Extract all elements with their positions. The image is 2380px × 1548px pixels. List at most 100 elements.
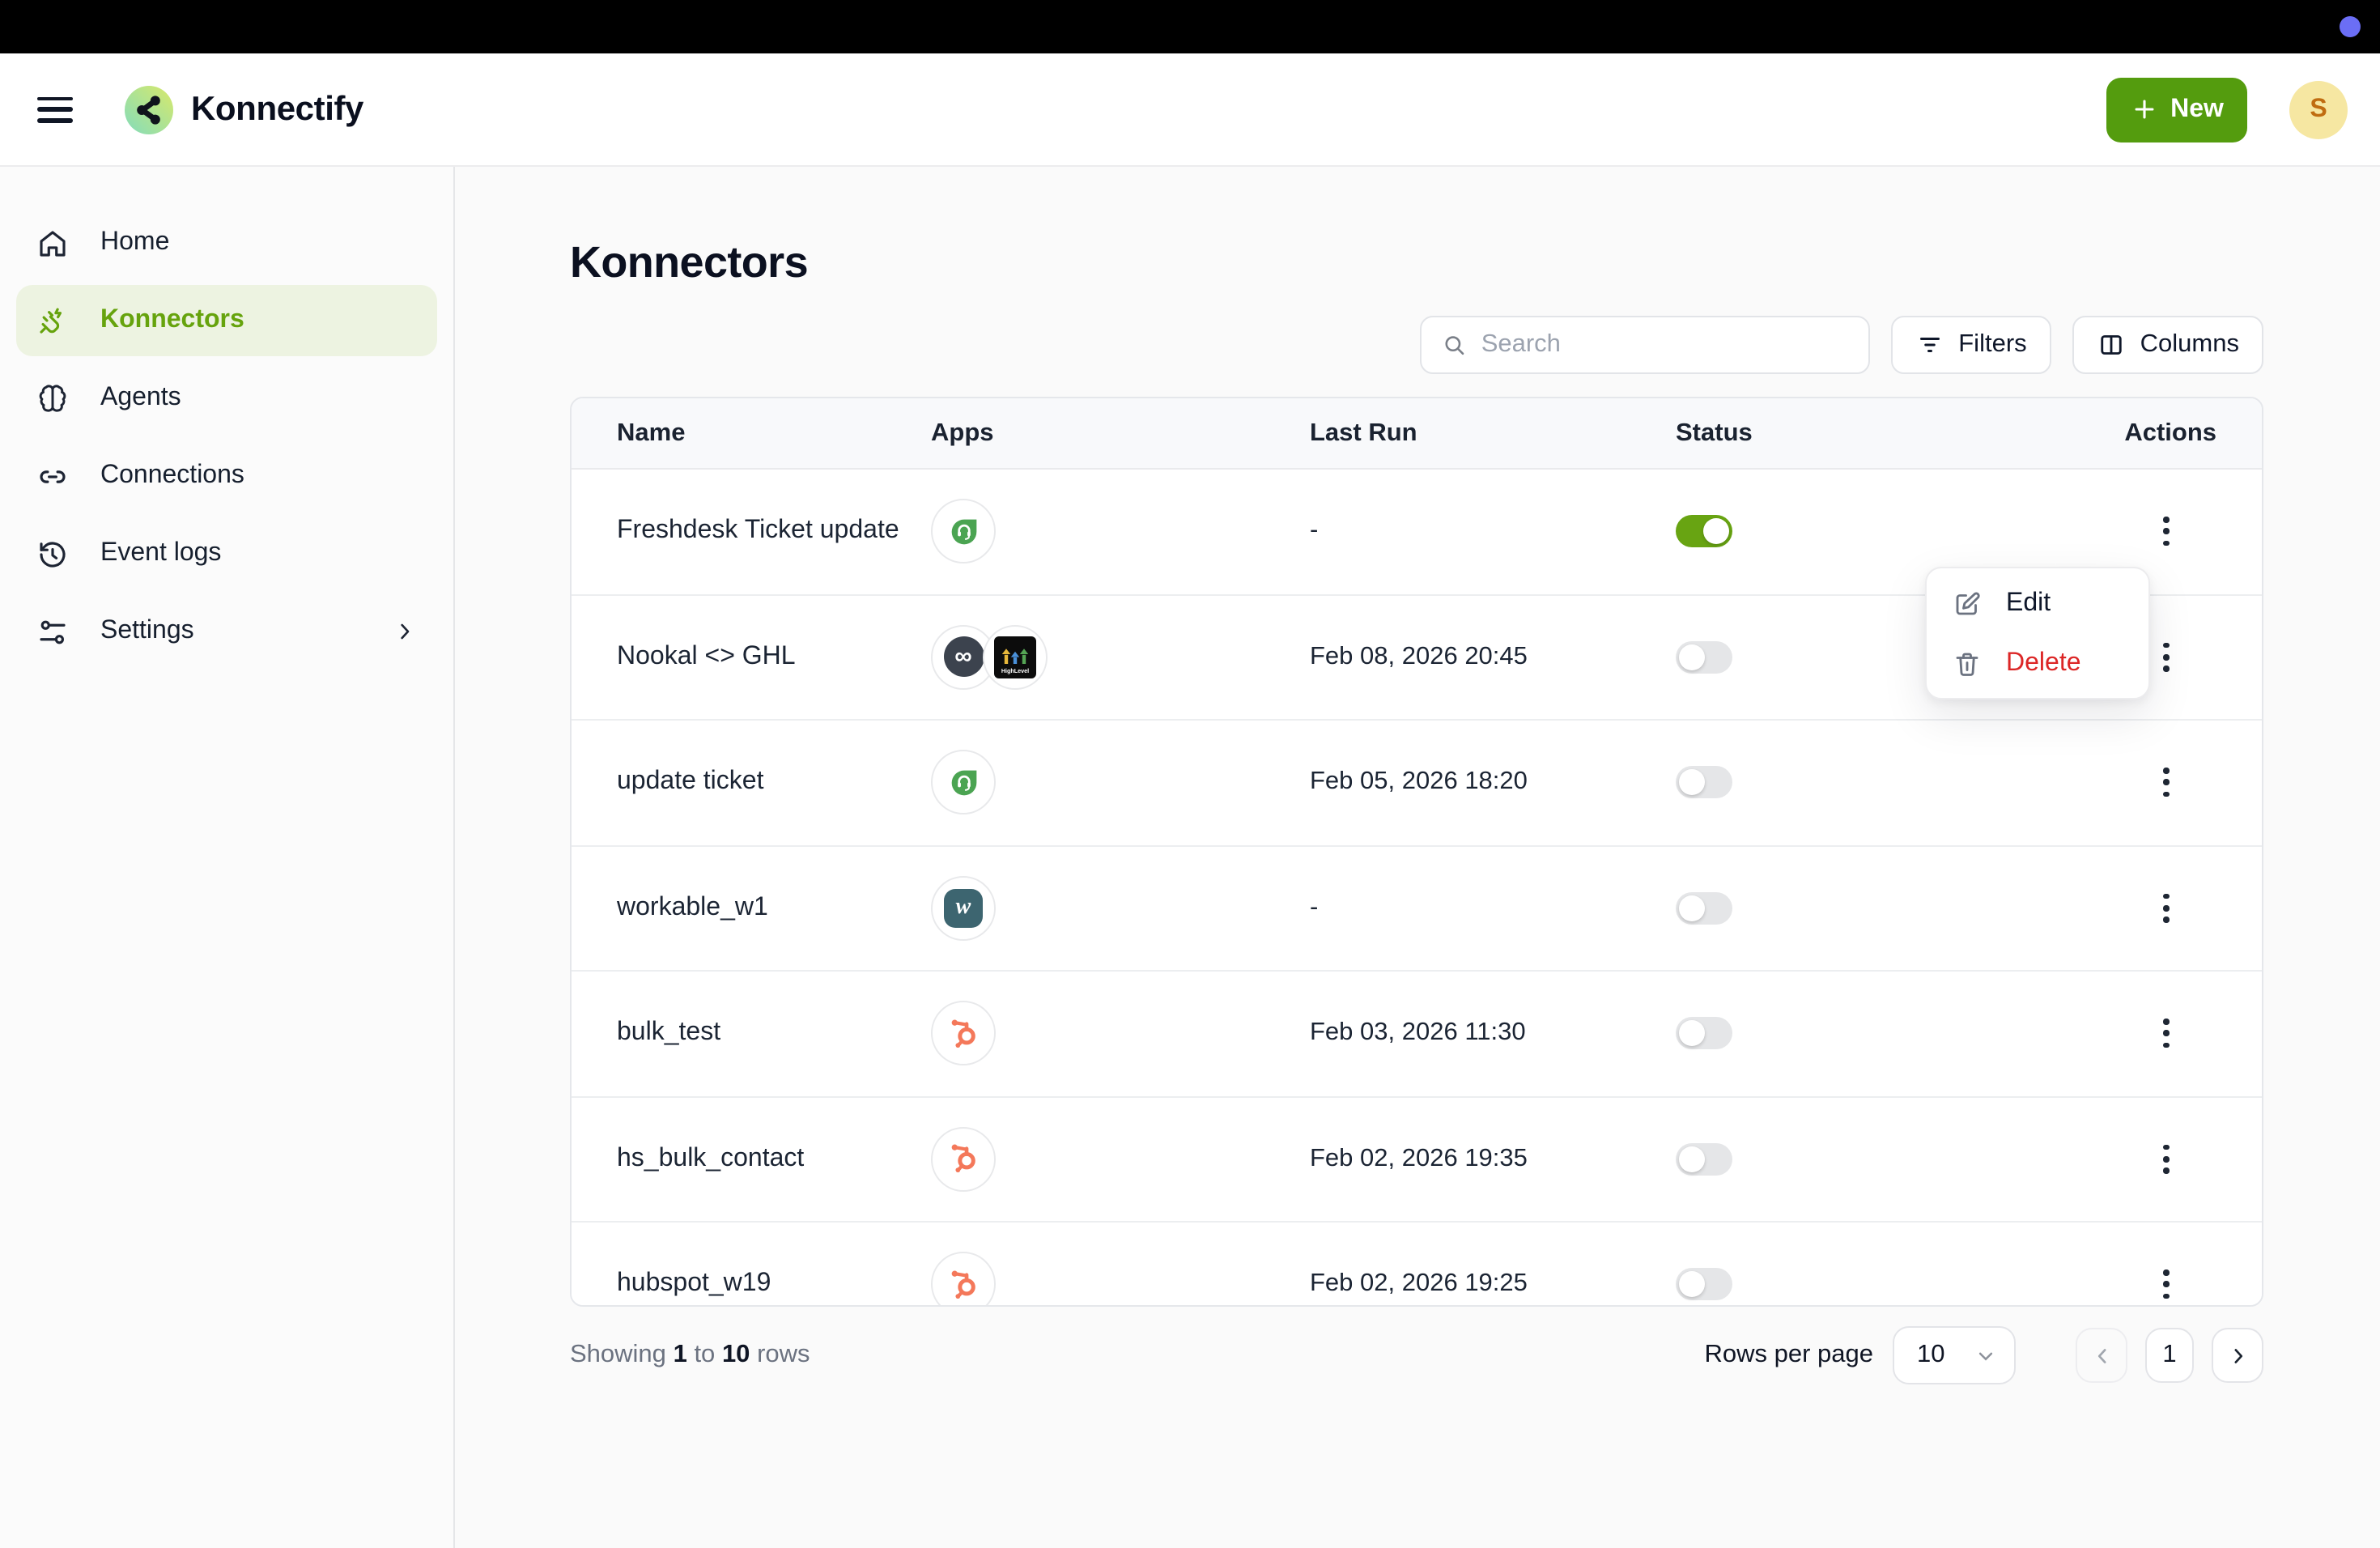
history-icon	[36, 537, 70, 571]
table-row[interactable]: Freshdesk Ticket update -	[572, 470, 2262, 595]
brand[interactable]: Konnectify	[125, 85, 363, 134]
menu-item-edit[interactable]: Edit	[1927, 573, 2148, 633]
kebab-menu-icon[interactable]	[2147, 1262, 2186, 1306]
pagination: 1	[2076, 1328, 2263, 1383]
konnector-status	[1676, 1268, 2051, 1301]
edit-icon	[1956, 591, 1980, 615]
kebab-menu-icon[interactable]	[2147, 760, 2186, 806]
konnector-status	[1676, 891, 2051, 925]
freshdesk-app-icon	[931, 750, 996, 815]
plug-zap-icon	[36, 304, 70, 338]
table-row[interactable]: hs_bulk_contact Feb 02, 2026 19:35	[572, 1097, 2262, 1223]
columns-button-label: Columns	[2140, 330, 2239, 358]
search-input[interactable]	[1481, 330, 1852, 359]
page-title: Konnectors	[570, 238, 809, 287]
kebab-menu-icon[interactable]	[2147, 509, 2186, 555]
konnector-name: update ticket	[617, 768, 764, 796]
sidebar-item-settings[interactable]: Settings	[16, 596, 437, 667]
filter-icon	[1919, 338, 1940, 352]
hubspot-app-icon	[931, 1001, 996, 1066]
main-content: Konnectors Filters Columns Name Apps Las…	[455, 167, 2380, 1548]
konnector-last-run: Feb 05, 2026 18:20	[1310, 768, 1528, 796]
konnector-name: hubspot_w19	[617, 1269, 771, 1298]
nookal-app-icon: ∞	[931, 624, 996, 690]
sidebar-item-home[interactable]: Home	[16, 207, 437, 279]
konnector-name: Nookal <> GHL	[617, 642, 796, 670]
chevron-left-icon	[2097, 1348, 2106, 1363]
table-body: Freshdesk Ticket update - Nookal <> GHL …	[572, 470, 2262, 1306]
sidebar-item-connections[interactable]: Connections	[16, 440, 437, 512]
kebab-menu-icon[interactable]	[2147, 635, 2186, 680]
sidebar-item-label: Connections	[100, 461, 244, 489]
konnector-name: workable_w1	[617, 893, 768, 921]
status-toggle[interactable]	[1676, 515, 1732, 548]
konnector-name: hs_bulk_contact	[617, 1144, 805, 1172]
status-toggle[interactable]	[1676, 1017, 1732, 1050]
plus-icon	[2134, 100, 2153, 119]
app-header: Konnectify New S	[0, 53, 2380, 167]
table-controls: Filters Columns	[570, 316, 2263, 374]
next-page-button[interactable]	[2212, 1328, 2263, 1383]
link-icon	[36, 459, 70, 493]
konnector-last-run: -	[1310, 517, 1319, 545]
showing-rows-text: Showing 1 to 10 rows	[570, 1341, 810, 1368]
sidebar-item-eventlogs[interactable]: Event logs	[16, 518, 437, 589]
new-button[interactable]: New	[2106, 77, 2247, 142]
kebab-menu-icon[interactable]	[2147, 1137, 2186, 1182]
table-row[interactable]: hubspot_w19 Feb 02, 2026 19:25	[572, 1223, 2262, 1306]
showing-from: 1	[673, 1341, 687, 1368]
filters-button-label: Filters	[1958, 330, 2027, 358]
user-avatar[interactable]: S	[2289, 80, 2348, 138]
search-input-container	[1419, 316, 1870, 374]
konnector-apps	[931, 750, 1310, 815]
sidebar-item-konnectors[interactable]: Konnectors	[16, 285, 437, 356]
status-toggle[interactable]	[1676, 891, 1732, 925]
avatar-initial: S	[2310, 95, 2327, 122]
kebab-menu-icon[interactable]	[2147, 1011, 2186, 1057]
menu-item-delete[interactable]: Delete	[1927, 633, 2148, 693]
hamburger-menu-icon[interactable]	[37, 96, 73, 122]
rows-per-page-value: 10	[1917, 1341, 1945, 1368]
sidebar-item-label: Agents	[100, 384, 181, 411]
chevron-right-icon	[392, 619, 418, 644]
page-number-button[interactable]: 1	[2145, 1328, 2194, 1383]
chevron-down-icon	[1978, 1351, 1993, 1360]
table-row[interactable]: update ticket Feb 05, 2026 18:20	[572, 721, 2262, 846]
konnector-status	[1676, 1017, 2051, 1050]
sidebar-item-agents[interactable]: Agents	[16, 363, 437, 434]
hubspot-app-icon	[931, 1252, 996, 1305]
column-header-status: Status	[1676, 419, 1753, 446]
status-toggle[interactable]	[1676, 1142, 1732, 1176]
table-row[interactable]: bulk_test Feb 03, 2026 11:30	[572, 972, 2262, 1097]
search-icon	[1444, 336, 1464, 355]
sidebar-item-label: Home	[100, 228, 170, 256]
sidebar-item-label: Konnectors	[100, 306, 244, 334]
rows-per-page-select[interactable]: 10	[1893, 1326, 2016, 1384]
konnector-status	[1676, 1142, 2051, 1176]
status-toggle[interactable]	[1676, 1268, 1732, 1301]
filters-button[interactable]: Filters	[1890, 316, 2051, 374]
status-toggle[interactable]	[1676, 640, 1732, 674]
konnector-last-run: Feb 02, 2026 19:35	[1310, 1144, 1528, 1172]
konnector-apps	[931, 1001, 1310, 1066]
table-row[interactable]: workable_w1 w -	[572, 846, 2262, 972]
previous-page-button[interactable]	[2076, 1328, 2127, 1383]
menu-item-edit-label: Edit	[2006, 589, 2051, 616]
columns-icon	[2100, 335, 2122, 355]
kebab-menu-icon[interactable]	[2147, 886, 2186, 931]
sidebar: Home Konnectors Agents Connections Event log…	[0, 167, 455, 1548]
konnector-last-run: Feb 03, 2026 11:30	[1310, 1019, 1526, 1047]
brand-name: Konnectify	[191, 90, 364, 127]
column-header-name: Name	[617, 419, 686, 446]
konnector-actions	[2051, 1011, 2262, 1057]
konnector-last-run: Feb 02, 2026 19:25	[1310, 1269, 1528, 1298]
konnector-status	[1676, 640, 2051, 674]
sidebar-item-label: Event logs	[100, 539, 222, 567]
status-toggle[interactable]	[1676, 766, 1732, 799]
columns-button[interactable]: Columns	[2072, 316, 2263, 374]
konnector-actions	[2051, 886, 2262, 931]
konnectify-logo-icon	[125, 85, 173, 134]
row-actions-menu: Edit Delete	[1925, 567, 2150, 700]
konnector-status	[1676, 766, 2051, 799]
chevron-right-icon	[2233, 1348, 2242, 1363]
